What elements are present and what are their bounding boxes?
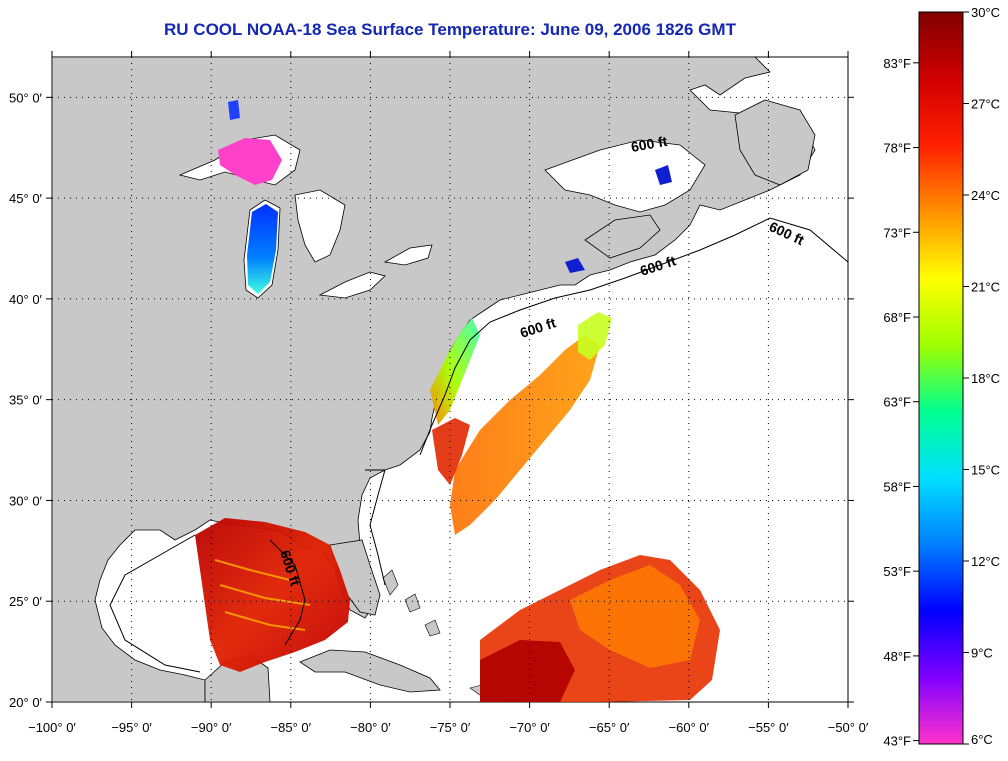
longitude-labels: −100° 0′ −95° 0′ −90° 0′ −85° 0′ −80° 0′ −75°…: [28, 720, 869, 735]
lon-tick-label: −80° 0′: [350, 720, 391, 735]
lake-erie: [318, 271, 386, 299]
lat-tick-label: 25° 0′: [9, 594, 43, 609]
lake-huron: [294, 189, 346, 263]
fahrenheit-label: 58°F: [883, 479, 911, 494]
sst-gulf-streaks: [214, 559, 311, 631]
colorbar: [918, 11, 964, 745]
sst-st-lawrence-blue: [565, 165, 672, 273]
fahrenheit-label: 73°F: [883, 225, 911, 240]
sst-data: [195, 100, 720, 702]
fahrenheit-label: 83°F: [883, 56, 911, 71]
land-cuba: [299, 649, 441, 693]
gulf-st-lawrence: [544, 139, 706, 213]
depth-contour-gulf: [109, 534, 306, 673]
land-newfoundland: [734, 99, 816, 186]
celsius-label: 21°C: [971, 280, 1000, 295]
lon-tick-label: −75° 0′: [430, 720, 471, 735]
celsius-label: 30°C: [971, 5, 1000, 20]
fahrenheit-label: 63°F: [883, 395, 911, 410]
graticule: [52, 57, 848, 702]
lon-tick-label: −85° 0′: [271, 720, 312, 735]
lon-tick-label: −60° 0′: [669, 720, 710, 735]
sst-georges-bank: [578, 312, 612, 360]
celsius-label: 9°C: [971, 646, 993, 661]
celsius-label: 15°C: [971, 463, 1000, 478]
land-nova-scotia: [584, 214, 661, 259]
lon-tick-label: −100° 0′: [28, 720, 76, 735]
lake-ontario: [383, 244, 433, 266]
fahrenheit-label: 78°F: [883, 141, 911, 156]
lon-tick-label: −70° 0′: [509, 720, 550, 735]
sst-carolina-red: [432, 418, 470, 485]
lat-tick-label: 50° 0′: [9, 90, 43, 105]
depth-contour-florida: [365, 469, 386, 586]
lat-tick-label: 40° 0′: [9, 292, 43, 307]
colorbar-ticks: 30°C 27°C 24°C 21°C 18°C 15°C 12°C 9°C 6°C 83°F 78…: [883, 5, 1000, 749]
lat-tick-label: 20° 0′: [9, 695, 43, 710]
celsius-label: 6°C: [971, 732, 993, 747]
sst-caribbean-deep: [480, 640, 575, 702]
fahrenheit-label: 43°F: [883, 734, 911, 749]
sst-gulf-stream: [450, 335, 600, 535]
lat-tick-label: 35° 0′: [9, 393, 43, 408]
axis-ticks: [46, 51, 854, 708]
land-north-america: [52, 57, 816, 702]
lon-tick-label: −95° 0′: [111, 720, 152, 735]
lon-tick-label: −65° 0′: [589, 720, 630, 735]
fahrenheit-label: 53°F: [883, 564, 911, 579]
chart-title: RU COOL NOAA-18 Sea Surface Temperature:…: [164, 20, 736, 39]
latitude-labels: 20° 0′ 25° 0′ 30° 0′ 35° 0′ 40° 0′ 45° 0′ 50° …: [9, 90, 43, 710]
land-bahamas: [382, 569, 441, 637]
lon-tick-label: −90° 0′: [191, 720, 232, 735]
lon-tick-label: −50° 0′: [828, 720, 869, 735]
sst-lake-superior: [218, 138, 282, 185]
sst-gulf-of-mexico: [195, 518, 350, 672]
fahrenheit-label: 48°F: [883, 649, 911, 664]
fahrenheit-label: 68°F: [883, 310, 911, 325]
lat-tick-label: 30° 0′: [9, 493, 43, 508]
sst-lake-michigan: [247, 204, 278, 294]
celsius-label: 12°C: [971, 554, 1000, 569]
lon-tick-label: −55° 0′: [748, 720, 789, 735]
sst-sargasso-orange: [570, 565, 700, 668]
celsius-label: 18°C: [971, 371, 1000, 386]
sst-lake-nipigon: [228, 100, 240, 120]
celsius-label: 27°C: [971, 97, 1000, 112]
lat-tick-label: 45° 0′: [9, 191, 43, 206]
celsius-label: 24°C: [971, 188, 1000, 203]
contour-label-newfoundland: 600 ft: [630, 133, 669, 155]
